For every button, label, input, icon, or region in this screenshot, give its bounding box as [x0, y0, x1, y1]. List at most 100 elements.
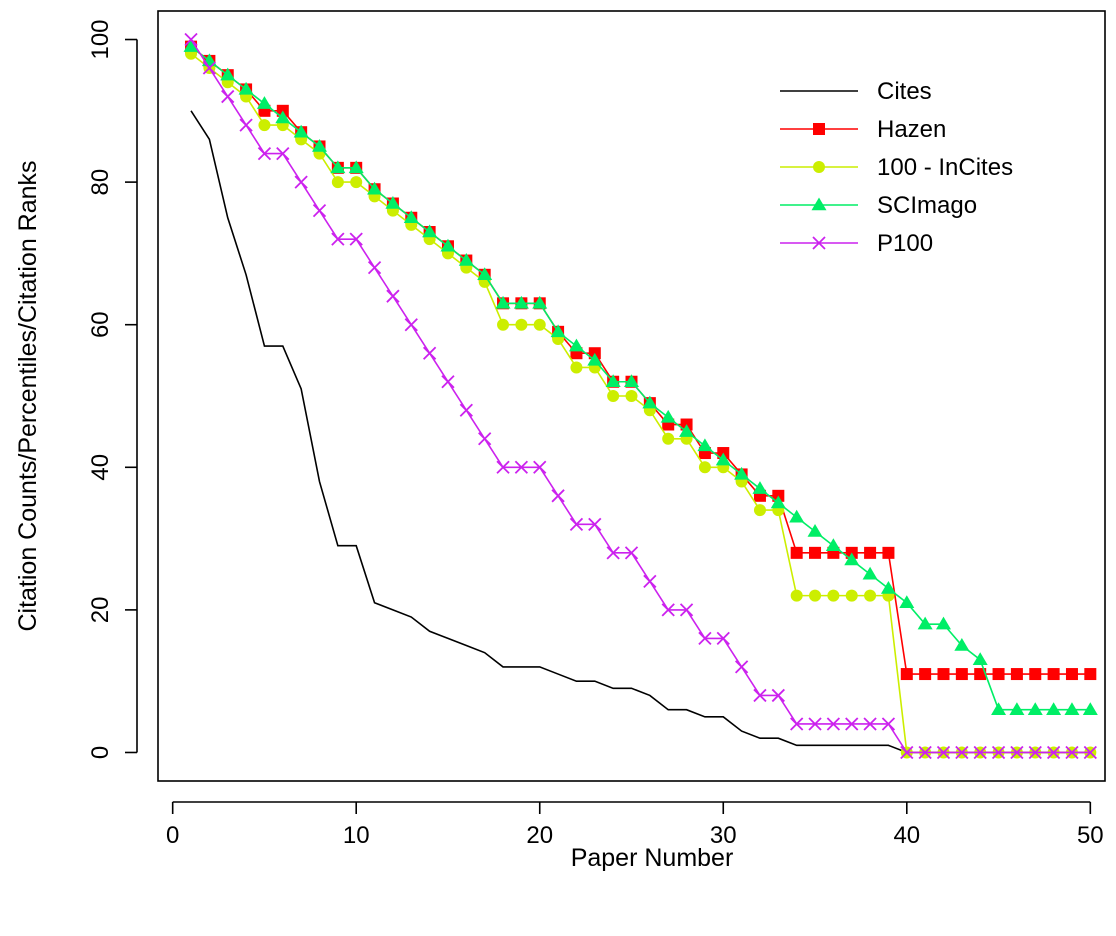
- series-scimago: [183, 39, 1098, 715]
- legend-label: SCImago: [877, 192, 977, 219]
- data-point-scimago: [642, 395, 658, 409]
- data-point-100-incites: [350, 176, 363, 189]
- y-axis: 0 20 40 60 80 100: [87, 19, 138, 759]
- data-point-scimago: [1064, 702, 1080, 715]
- data-point-p100: [900, 745, 914, 760]
- data-point-scimago: [660, 409, 676, 423]
- data-point-p100: [698, 631, 712, 646]
- data-point-100-incites: [864, 589, 877, 602]
- data-point-scimago: [734, 466, 750, 480]
- data-point-hazen: [955, 668, 968, 681]
- data-point-p100: [624, 546, 639, 560]
- data-point-scimago: [403, 210, 419, 224]
- data-point-scimago: [972, 652, 988, 666]
- data-point-p100: [973, 745, 987, 760]
- x-tick-label: 30: [710, 822, 737, 849]
- data-point-100-incites: [258, 119, 271, 132]
- data-point-hazen: [974, 668, 987, 681]
- data-point-p100: [734, 660, 749, 674]
- data-point-scimago: [532, 295, 548, 309]
- data-point-p100: [404, 318, 418, 332]
- data-point-hazen: [864, 546, 877, 559]
- data-point-p100: [276, 146, 290, 161]
- data-point-scimago: [880, 581, 896, 594]
- data-point-scimago: [1027, 702, 1043, 715]
- data-point-p100: [863, 717, 877, 731]
- data-point-scimago: [458, 253, 474, 266]
- legend-marker: [813, 161, 825, 173]
- data-point-p100: [991, 745, 1006, 760]
- data-point-p100: [661, 603, 675, 617]
- data-point-100-incites: [497, 318, 510, 331]
- data-point-scimago: [917, 616, 933, 630]
- legend-label: Hazen: [877, 116, 946, 143]
- data-point-scimago: [679, 424, 695, 437]
- x-tick-label: 50: [1077, 822, 1104, 849]
- y-tick-label: 40: [87, 454, 114, 481]
- data-point-p100: [221, 89, 235, 104]
- data-point-scimago: [697, 438, 713, 452]
- data-point-scimago: [385, 196, 401, 209]
- data-point-p100: [790, 717, 804, 731]
- data-point-p100: [514, 460, 529, 474]
- data-point-scimago: [477, 267, 493, 281]
- data-point-scimago: [954, 638, 970, 651]
- data-point-p100: [753, 688, 767, 703]
- data-point-hazen: [900, 668, 913, 681]
- y-tick-label: 20: [87, 597, 114, 624]
- data-point-p100: [496, 460, 510, 474]
- data-point-scimago: [495, 295, 511, 309]
- data-point-p100: [422, 346, 437, 360]
- data-point-scimago: [513, 295, 529, 309]
- data-point-scimago: [568, 338, 584, 352]
- data-point-scimago: [715, 452, 731, 466]
- data-point-scimago: [220, 67, 236, 81]
- data-point-p100: [936, 745, 951, 760]
- data-point-hazen: [1084, 668, 1097, 681]
- data-point-100-incites: [533, 318, 546, 331]
- x-tick-label: 10: [343, 822, 370, 849]
- data-point-p100: [1065, 745, 1079, 760]
- x-tick-label: 40: [893, 822, 920, 849]
- data-point-scimago: [275, 110, 291, 124]
- legend-item-100-incites: 100 - InCites: [780, 154, 1013, 181]
- y-axis-title: Citation Counts/Percentiles/Citation Ran…: [14, 160, 42, 631]
- data-point-p100: [569, 517, 584, 531]
- data-point-p100: [459, 403, 473, 417]
- data-point-scimago: [587, 352, 603, 366]
- data-point-scimago: [605, 374, 621, 387]
- data-point-100-incites: [607, 390, 620, 402]
- data-point-p100: [478, 432, 492, 446]
- x-axis: 0 10 20 30 40 50: [166, 801, 1104, 849]
- data-point-p100: [1046, 745, 1061, 760]
- data-point-p100: [771, 688, 785, 703]
- data-point-p100: [441, 375, 455, 389]
- data-point-100-incites: [698, 461, 711, 474]
- y-tick-label: 0: [87, 746, 114, 759]
- data-point-hazen: [1065, 668, 1078, 681]
- data-point-100-incites: [515, 318, 528, 331]
- data-point-scimago: [256, 96, 272, 109]
- data-point-p100: [331, 232, 345, 246]
- data-point-p100: [808, 717, 822, 731]
- x-tick-label: 0: [166, 822, 179, 849]
- data-point-p100: [845, 717, 859, 731]
- data-point-hazen: [1029, 668, 1042, 681]
- data-point-scimago: [348, 160, 364, 174]
- data-point-100-incites: [570, 361, 583, 374]
- legend-item-p100: P100: [780, 230, 933, 257]
- data-point-scimago: [991, 702, 1007, 715]
- data-point-p100: [918, 745, 932, 760]
- data-point-p100: [386, 289, 400, 303]
- data-point-100-incites: [625, 390, 638, 402]
- data-point-scimago: [862, 566, 878, 580]
- series-line-p100: [190, 39, 1091, 754]
- data-point-scimago: [844, 552, 860, 566]
- data-point-scimago: [293, 124, 309, 138]
- legend-marker: [812, 236, 826, 250]
- series-line-hazen: [190, 46, 1091, 675]
- data-point-hazen: [992, 668, 1005, 681]
- legend-item-cites: Cites: [780, 78, 932, 105]
- data-point-p100: [1083, 745, 1097, 760]
- data-point-scimago: [899, 595, 915, 609]
